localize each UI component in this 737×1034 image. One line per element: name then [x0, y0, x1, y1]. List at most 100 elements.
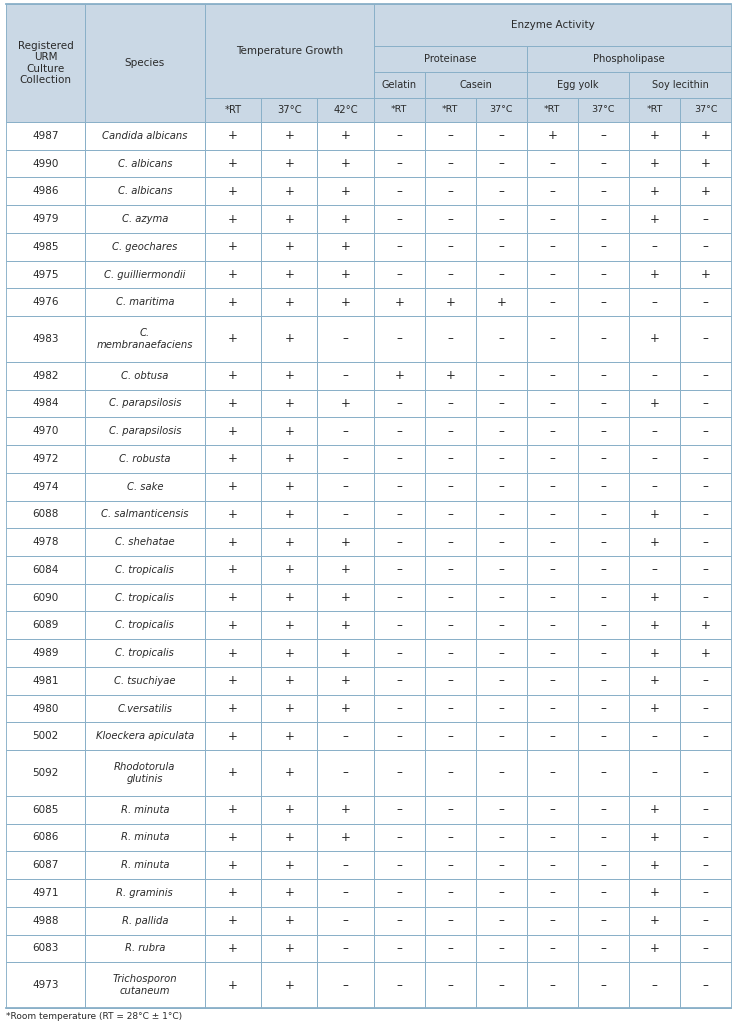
Text: –: –	[498, 397, 504, 409]
Text: –: –	[601, 536, 607, 549]
Bar	[205, 556, 261, 584]
Text: –: –	[550, 978, 555, 992]
Text: C. parapsilosis: C. parapsilosis	[108, 398, 181, 408]
Text: –: –	[498, 858, 504, 872]
Bar	[261, 205, 318, 233]
Text: +: +	[649, 942, 660, 954]
Bar	[318, 390, 374, 418]
Text: –: –	[397, 129, 402, 143]
Text: C. obtusa: C. obtusa	[121, 371, 169, 381]
Text: –: –	[498, 157, 504, 171]
Bar	[261, 316, 318, 362]
Bar	[578, 390, 629, 418]
Text: C.versatilis: C.versatilis	[117, 703, 172, 713]
Text: +: +	[340, 129, 351, 143]
Text: –: –	[550, 508, 555, 521]
Text: –: –	[550, 914, 555, 927]
Bar	[6, 150, 85, 178]
Bar	[527, 445, 578, 473]
Text: –: –	[601, 157, 607, 171]
Text: Proteinase: Proteinase	[424, 54, 477, 64]
Bar	[261, 824, 318, 851]
Bar	[205, 723, 261, 750]
Bar	[527, 122, 578, 150]
Bar	[527, 879, 578, 907]
Bar	[318, 695, 374, 723]
Text: –: –	[550, 185, 555, 197]
Bar	[261, 667, 318, 695]
Text: +: +	[284, 978, 294, 992]
Text: –: –	[601, 858, 607, 872]
Bar	[578, 750, 629, 796]
Bar	[85, 362, 205, 390]
Text: Casein: Casein	[459, 80, 492, 90]
Text: +: +	[649, 886, 660, 900]
Bar	[6, 963, 85, 1008]
Bar	[318, 473, 374, 500]
Text: –: –	[447, 425, 453, 437]
Bar	[680, 150, 731, 178]
Text: –: –	[702, 702, 708, 714]
Bar	[527, 584, 578, 611]
Bar	[85, 935, 205, 963]
Bar	[476, 907, 527, 935]
Bar	[425, 556, 476, 584]
Bar	[205, 4, 374, 98]
Text: –: –	[397, 591, 402, 604]
Bar	[205, 390, 261, 418]
Bar	[6, 500, 731, 528]
Text: +: +	[649, 674, 660, 688]
Bar	[318, 963, 374, 1008]
Text: –: –	[550, 157, 555, 171]
Text: –: –	[601, 886, 607, 900]
Text: +: +	[649, 646, 660, 660]
Bar	[85, 473, 205, 500]
Bar	[6, 122, 85, 150]
Text: +: +	[340, 397, 351, 409]
Bar	[261, 500, 318, 528]
Bar	[85, 824, 205, 851]
Bar	[527, 98, 578, 122]
Bar	[578, 935, 629, 963]
Bar	[578, 122, 629, 150]
Bar	[527, 261, 578, 288]
Text: –: –	[550, 803, 555, 816]
Text: –: –	[447, 129, 453, 143]
Text: Temperature Growth: Temperature Growth	[236, 45, 343, 56]
Bar	[629, 695, 680, 723]
Text: –: –	[397, 978, 402, 992]
Text: +: +	[445, 296, 455, 309]
Text: +: +	[284, 858, 294, 872]
Bar	[6, 390, 85, 418]
Bar	[476, 824, 527, 851]
Bar	[629, 639, 680, 667]
Text: 4984: 4984	[32, 398, 59, 408]
Text: +: +	[284, 730, 294, 742]
Text: –: –	[498, 831, 504, 844]
Bar	[85, 611, 205, 639]
Text: +: +	[701, 646, 710, 660]
Bar	[205, 150, 261, 178]
Text: –: –	[601, 646, 607, 660]
Text: –: –	[550, 730, 555, 742]
Bar	[527, 611, 578, 639]
Text: –: –	[498, 803, 504, 816]
Bar	[629, 288, 680, 316]
Bar	[629, 556, 680, 584]
Bar	[629, 796, 680, 824]
Bar	[425, 907, 476, 935]
Bar	[578, 150, 629, 178]
Text: 37°C: 37°C	[489, 105, 513, 115]
Bar	[629, 750, 680, 796]
Bar	[629, 935, 680, 963]
Text: –: –	[447, 886, 453, 900]
Bar	[680, 205, 731, 233]
Text: –: –	[498, 618, 504, 632]
Bar	[629, 390, 680, 418]
Bar	[527, 178, 578, 205]
Bar	[476, 390, 527, 418]
Bar	[318, 584, 374, 611]
Bar	[318, 261, 374, 288]
Text: –: –	[550, 591, 555, 604]
Text: +: +	[284, 674, 294, 688]
